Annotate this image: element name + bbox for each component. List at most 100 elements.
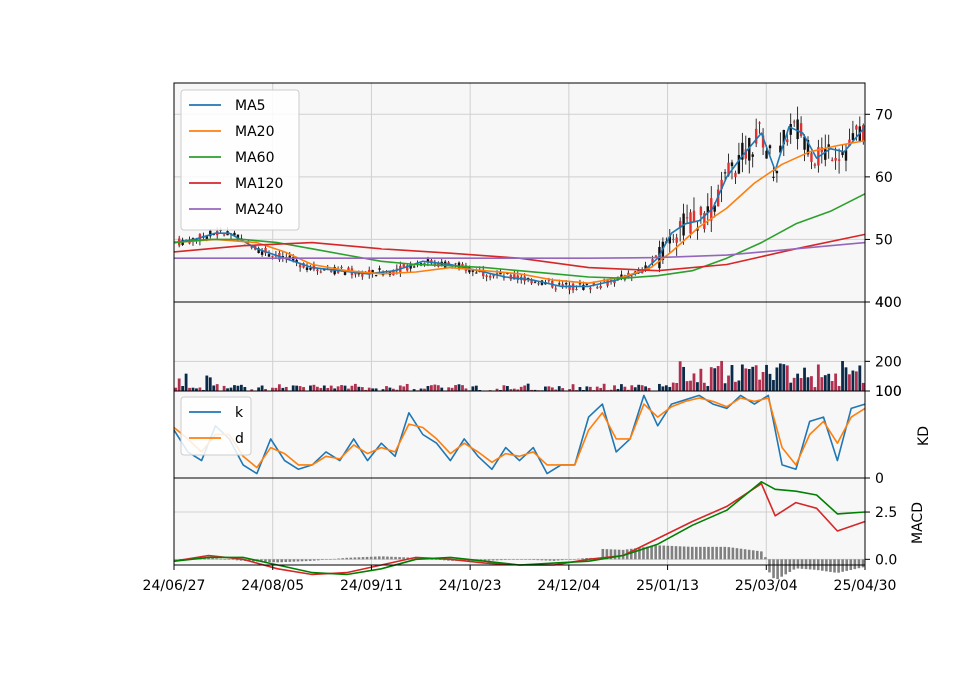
volume-bar (222, 385, 226, 391)
volume-bar (391, 388, 395, 391)
candle-body (834, 157, 837, 161)
candle-body (599, 286, 602, 288)
macd-histogram-bar (646, 546, 649, 560)
macd-histogram-bar (573, 559, 576, 560)
candle-body (644, 265, 647, 270)
volume-bar (851, 370, 855, 391)
macd-histogram-bar (333, 558, 336, 560)
volume-bar (277, 384, 281, 391)
macd-histogram-bar (268, 559, 271, 562)
macd-histogram-bar (296, 559, 300, 562)
macd-histogram-bar (837, 559, 840, 573)
volume-bar (609, 389, 613, 391)
macd-histogram-bar (239, 559, 243, 561)
volume-bar (412, 389, 416, 391)
volume-panel-background (174, 302, 865, 391)
macd-histogram-bar (634, 548, 637, 560)
candle-body (267, 254, 271, 257)
candle-body (537, 283, 540, 285)
y-tick-label: 0.0 (875, 552, 897, 568)
macd-histogram-bar (377, 556, 381, 560)
volume-bar (201, 389, 205, 391)
candle-body (495, 273, 499, 275)
volume-bar (671, 382, 675, 391)
volume-bar (181, 386, 185, 391)
volume-bar (471, 386, 475, 391)
candle-body (578, 283, 582, 285)
volume-bar (312, 384, 316, 391)
volume-bar (734, 381, 737, 391)
volume-bar (737, 380, 741, 391)
volume-bar (215, 384, 219, 391)
macd-axis-title: MACD (910, 502, 926, 544)
volume-bar (226, 388, 229, 391)
volume-bars-layer (174, 360, 865, 391)
candle-body (720, 179, 723, 190)
macd-histogram-bar (312, 559, 316, 561)
y-tick-label: 100 (875, 384, 902, 400)
candle-body (806, 139, 810, 155)
volume-bar (647, 387, 651, 391)
macd-histogram-bar (552, 559, 556, 561)
volume-bar (858, 365, 862, 391)
macd-histogram-bar (629, 548, 633, 560)
volume-bar (367, 387, 371, 391)
volume-bar (796, 373, 800, 391)
macd-histogram-bar (727, 547, 731, 560)
volume-bar (371, 388, 375, 391)
macd-histogram-bar (382, 556, 385, 560)
price-legend: MA5 MA20 MA60 MA120 MA240 (180, 89, 300, 231)
macd-histogram-bar (430, 559, 434, 560)
candle-body (837, 159, 841, 161)
candle-body (330, 270, 333, 273)
candle-body (454, 263, 457, 265)
volume-bar (319, 388, 323, 391)
volume-bar (512, 388, 516, 391)
volume-bar (682, 366, 686, 391)
macd-histogram-bar (402, 557, 405, 560)
macd-histogram-bar (764, 557, 767, 560)
volume-bar (678, 361, 682, 391)
candle-body (730, 162, 734, 167)
macd-histogram-bar (532, 559, 536, 560)
candle-body (402, 264, 405, 268)
volume-bar (702, 382, 706, 391)
volume-bar (595, 386, 599, 391)
volume-bar (264, 389, 267, 391)
macd-histogram-bar (621, 549, 625, 560)
macd-histogram-bar (788, 559, 792, 572)
macd-histogram-bar (207, 557, 210, 560)
volume-bar (544, 386, 547, 391)
macd-histogram-bar (524, 559, 527, 560)
volume-bar (816, 364, 820, 391)
volume-bar (198, 387, 202, 391)
candle-body (799, 123, 803, 136)
candle-body (827, 144, 830, 149)
candle-body (723, 172, 727, 174)
volume-bar (188, 387, 191, 391)
volume-bar (834, 373, 838, 391)
candle-body (492, 274, 495, 277)
volume-bar (516, 389, 520, 391)
candle-body (775, 170, 779, 174)
macd-histogram-bar (666, 545, 670, 560)
macd-histogram-bar (711, 546, 714, 560)
candle-body (765, 150, 768, 159)
macd-histogram-bar (434, 559, 438, 560)
volume-bar (343, 385, 347, 391)
candle-body (533, 281, 537, 283)
macd-histogram-bar (483, 559, 487, 561)
volume-bar (637, 384, 641, 391)
volume-bar (841, 361, 844, 391)
x-tick-label: 25/01/13 (636, 578, 699, 594)
candle-body (205, 236, 209, 240)
macd-histogram-bar (556, 559, 560, 561)
macd-histogram-bar (345, 557, 349, 560)
kd-line-d (173, 397, 866, 469)
candle-body (271, 255, 274, 257)
volume-bar (284, 386, 288, 391)
macd-histogram-bar (316, 559, 320, 561)
kd-legend: k d (180, 396, 252, 456)
volume-bar (730, 365, 734, 391)
macd-histogram-bar (373, 556, 377, 560)
